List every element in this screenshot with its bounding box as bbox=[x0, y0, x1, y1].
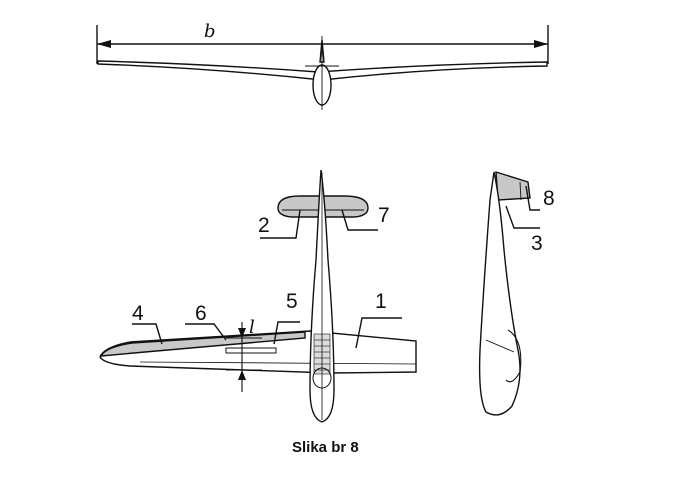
leader-8 bbox=[525, 185, 540, 211]
side-wing-root bbox=[485, 339, 515, 353]
front-wing bbox=[97, 60, 548, 81]
span-label: b bbox=[204, 21, 216, 42]
span-arrow-left bbox=[97, 40, 111, 48]
label-2: 2 bbox=[258, 214, 270, 237]
leader-2 bbox=[260, 209, 301, 239]
leader-lines bbox=[132, 209, 402, 349]
rudder-hinge bbox=[519, 181, 522, 201]
leader-7 bbox=[341, 209, 378, 231]
side-leaders bbox=[505, 185, 540, 229]
span-arrow-right bbox=[534, 40, 548, 48]
leader-5 bbox=[273, 321, 300, 345]
label-6: 6 bbox=[195, 302, 207, 325]
label-5: 5 bbox=[286, 290, 298, 313]
airbrake bbox=[225, 347, 277, 354]
label-1: 1 bbox=[375, 290, 387, 313]
side-view bbox=[478, 171, 531, 416]
label-3: 3 bbox=[531, 232, 543, 255]
figure-caption: Slika br 8 bbox=[292, 439, 359, 456]
leader-6 bbox=[185, 323, 227, 341]
side-fuselage bbox=[478, 171, 521, 416]
l-arrow-bottom bbox=[238, 370, 246, 380]
label-7: 7 bbox=[378, 204, 390, 227]
side-fin bbox=[495, 171, 531, 201]
label-8: 8 bbox=[543, 187, 555, 210]
leader-3 bbox=[505, 205, 540, 229]
leader-1 bbox=[355, 317, 402, 349]
front-view bbox=[96, 25, 549, 110]
wing-inner-line bbox=[139, 361, 417, 365]
side-canopy bbox=[505, 329, 522, 383]
l-arrow-top bbox=[238, 328, 246, 338]
leader-4 bbox=[132, 323, 163, 345]
length-label: l bbox=[249, 317, 255, 338]
plan-view bbox=[99, 169, 417, 423]
label-4: 4 bbox=[132, 302, 144, 325]
